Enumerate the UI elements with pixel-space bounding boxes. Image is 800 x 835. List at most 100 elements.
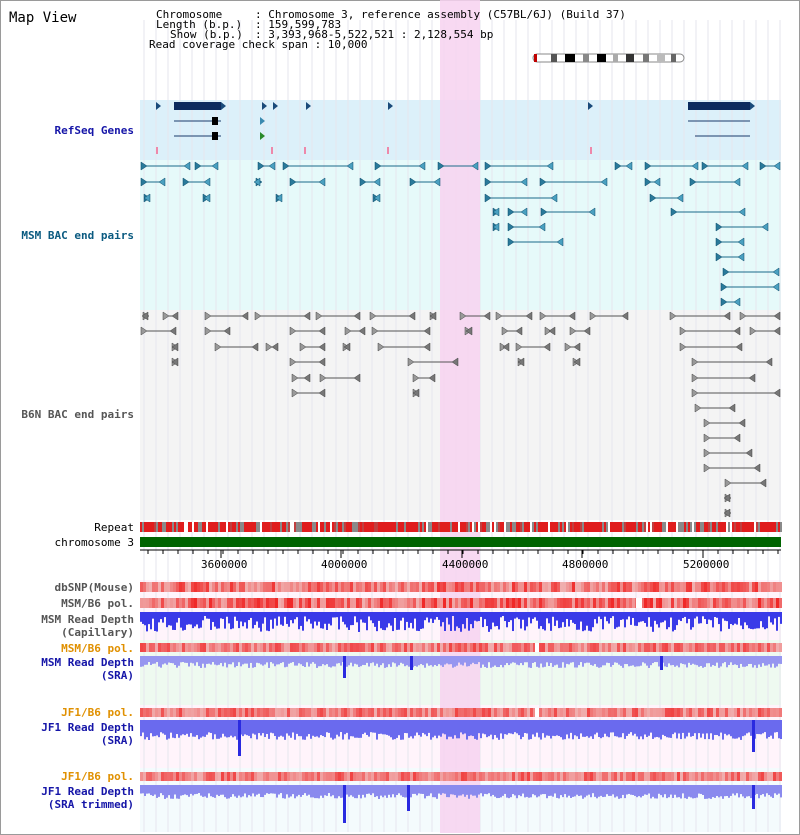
msm-sra-depth-bar — [620, 656, 622, 666]
jf1-trim-depth-bar — [606, 785, 608, 795]
msm-capillary-depth-bar — [186, 612, 188, 625]
track-label-jf1-b6-pol-2[interactable]: JF1/B6 pol. — [61, 770, 134, 783]
msm-sra-depth-bar — [436, 656, 438, 667]
msm-b6-pol-strip — [500, 598, 503, 608]
jf1-trim-depth-bar — [302, 785, 304, 795]
track-label-msm-depth-cap[interactable]: MSM Read Depth — [41, 613, 134, 626]
track-label-jf1-depth-trim[interactable]: JF1 Read Depth — [41, 785, 134, 798]
track-label-msm-depth-sra[interactable]: MSM Read Depth — [41, 656, 134, 669]
repeat-segment — [234, 522, 236, 532]
track-label-refseq[interactable]: RefSeq Genes — [54, 124, 134, 137]
msm-sra-depth-bar — [736, 656, 738, 666]
jf1-sra-depth-bar — [146, 720, 148, 738]
dbsnp-strip — [554, 582, 557, 592]
jf1-b6-pol-strip — [215, 708, 218, 717]
msm-sra-depth-bar — [428, 656, 430, 666]
jf1-trim-depth-bar — [730, 785, 732, 796]
jf1-trim-depth-bar — [536, 785, 538, 798]
jf1-trim-depth-bar — [624, 785, 626, 799]
dbsnp-strip — [491, 582, 494, 592]
jf1-trim-depth-bar — [450, 785, 452, 795]
msm-sra-depth-bar — [302, 656, 304, 667]
track-label-dbsnp[interactable]: dbSNP(Mouse) — [54, 581, 134, 594]
msm-capillary-depth-bar — [152, 612, 154, 619]
dbsnp-strip — [452, 582, 455, 592]
bac-end-marker — [679, 326, 687, 336]
msm-b6-pol-strip-2 — [140, 643, 143, 652]
track-label-b6n-bac[interactable]: B6N BAC end pairs — [21, 408, 134, 421]
jf1-b6-pol-strip-2 — [479, 772, 482, 781]
jf1-sra-depth-bar — [436, 720, 438, 739]
jf1-sra-depth-bar — [512, 720, 514, 735]
track-label-jf1-depth-trim-sub: (SRA trimmed) — [47, 798, 134, 811]
jf1-b6-pol-strip — [173, 708, 176, 717]
msm-sra-depth-bar — [206, 656, 208, 664]
msm-sra-depth-bar — [306, 656, 308, 663]
bac-end-marker — [745, 448, 753, 458]
gene-arrow — [262, 102, 267, 110]
track-label-msm-bac[interactable]: MSM BAC end pairs — [21, 229, 134, 242]
bac-end-marker — [408, 311, 416, 321]
msm-b6-pol-strip-2 — [515, 643, 518, 652]
msm-sra-depth-bar — [290, 656, 292, 663]
jf1-sra-depth-bar — [762, 720, 764, 734]
jf1-sra-depth-bar — [332, 720, 334, 740]
repeat-segment — [298, 522, 300, 532]
msm-b6-pol-strip — [758, 598, 761, 608]
jf1-b6-pol-strip-2 — [710, 772, 713, 781]
msm-capillary-depth-bar — [752, 612, 754, 630]
msm-sra-depth-bar — [420, 656, 422, 665]
track-label-repeat[interactable]: Repeat — [94, 521, 134, 534]
jf1-trim-depth-bar — [482, 785, 484, 797]
msm-b6-pol-strip-2 — [578, 643, 581, 652]
bac-end-marker — [459, 311, 467, 321]
repeat-segment — [312, 522, 314, 532]
msm-b6-pol-strip — [764, 598, 767, 608]
bac-end-marker — [171, 357, 179, 367]
jf1-b6-pol-strip — [518, 708, 521, 717]
chromosome-ideogram[interactable] — [531, 53, 686, 63]
repeat-segment — [758, 522, 760, 532]
jf1-trim-depth-bar — [458, 785, 460, 796]
msm-capillary-depth-bar — [496, 612, 498, 626]
dbsnp-strip — [284, 582, 287, 592]
msm-capillary-depth-bar — [232, 612, 234, 629]
jf1-b6-pol-strip — [488, 708, 491, 717]
msm-capillary-depth-bar — [426, 612, 428, 618]
jf1-sra-depth-bar — [584, 720, 586, 737]
chromosome-key: Chromosome — [156, 8, 223, 21]
msm-b6-pol-strip-2 — [623, 643, 626, 652]
bac-end-marker — [318, 388, 326, 398]
bac-end-marker — [204, 326, 212, 336]
jf1-b6-pol-strip — [191, 708, 194, 717]
msm-sra-depth-bar — [322, 656, 324, 665]
track-label-jf1-depth-sra[interactable]: JF1 Read Depth — [41, 721, 134, 734]
repeat-segment — [454, 522, 456, 532]
repeat-segment — [670, 522, 672, 532]
dbsnp-strip — [749, 582, 752, 592]
jf1-b6-pol-strip — [587, 708, 590, 717]
jf1-b6-pol-strip — [416, 708, 419, 717]
msm-b6-pol-strip — [182, 598, 185, 608]
track-label-msm-b6-pol[interactable]: MSM/B6 pol. — [61, 597, 134, 610]
msm-capillary-depth-bar — [726, 612, 728, 622]
msm-capillary-depth-bar — [732, 612, 734, 626]
jf1-trim-depth-bar — [744, 785, 746, 799]
jf1-b6-pol-strip-2 — [266, 772, 269, 781]
bac-end-marker — [412, 388, 420, 398]
repeat-segment — [700, 522, 702, 532]
track-label-jf1-b6-pol[interactable]: JF1/B6 pol. — [61, 706, 134, 719]
track-label-msm-b6-pol-2[interactable]: MSM/B6 pol. — [61, 642, 134, 655]
msm-b6-pol-strip-2 — [155, 643, 158, 652]
bac-end-marker — [291, 373, 299, 383]
jf1-sra-depth-bar — [214, 720, 216, 735]
repeat-segment — [744, 522, 746, 532]
dbsnp-strip — [149, 582, 152, 592]
jf1-b6-pol-strip-2 — [353, 772, 356, 781]
repeat-segment — [242, 522, 244, 532]
msm-b6-pol-strip-2 — [671, 643, 674, 652]
msm-b6-pol-strip-2 — [401, 643, 404, 652]
msm-capillary-depth-bar — [580, 612, 582, 622]
jf1-b6-pol-strip-2 — [374, 772, 377, 781]
